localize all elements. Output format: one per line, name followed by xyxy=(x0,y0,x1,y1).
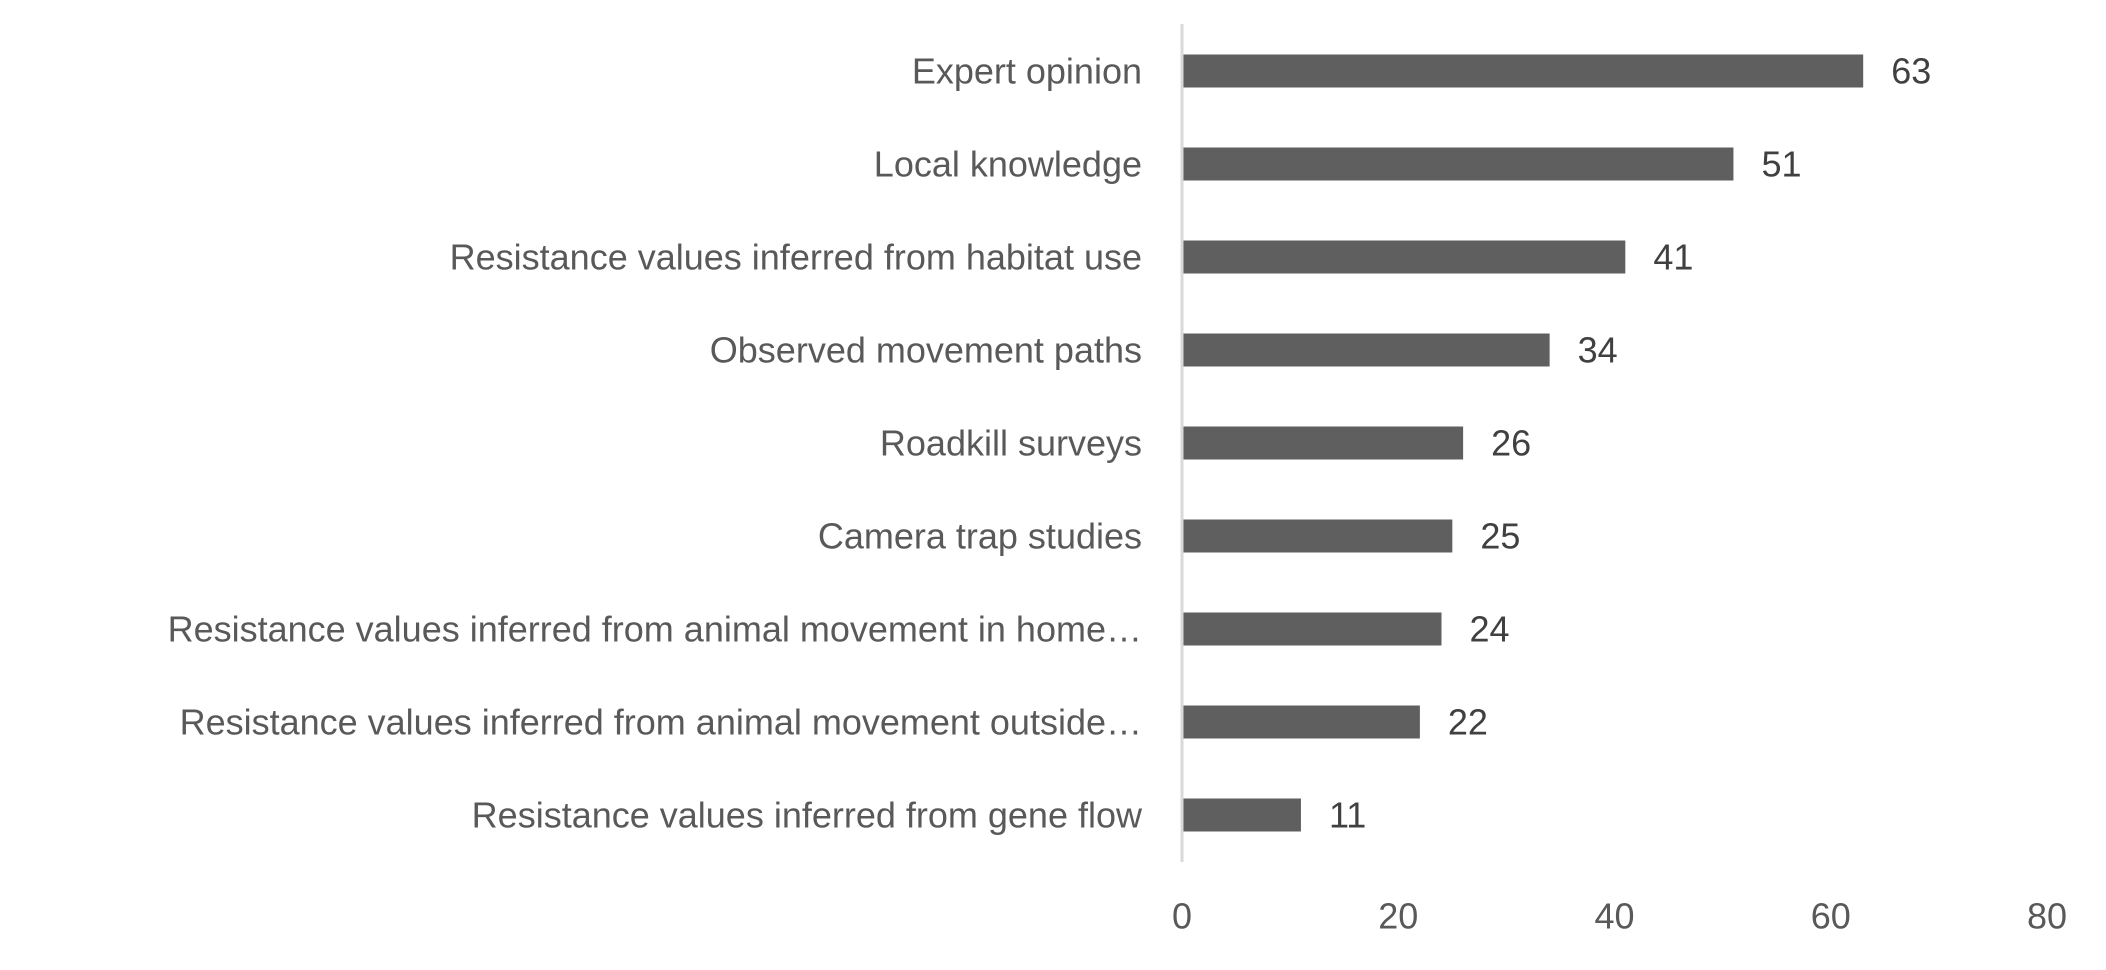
category-label-5: Camera trap studies xyxy=(818,516,1142,557)
x-tick-label-1: 20 xyxy=(1378,896,1418,937)
axis-layer: 0 20 40 60 80 xyxy=(1172,24,2067,937)
bar-5 xyxy=(1182,519,1453,553)
x-tick-label-4: 80 xyxy=(2027,896,2067,937)
bar-6 xyxy=(1182,612,1442,646)
data-label-0: 63 xyxy=(1891,51,1931,92)
category-label-0: Expert opinion xyxy=(912,51,1142,92)
bar-1 xyxy=(1182,147,1734,181)
category-label-3: Observed movement paths xyxy=(710,330,1142,371)
x-tick-label-2: 40 xyxy=(1594,896,1634,937)
category-label-2: Resistance values inferred from habitat … xyxy=(450,237,1142,278)
category-label-8: Resistance values inferred from gene flo… xyxy=(472,795,1143,836)
x-tick-label-3: 60 xyxy=(1811,896,1851,937)
data-label-6: 24 xyxy=(1470,609,1510,650)
bars-layer xyxy=(1182,54,1864,832)
bar-0 xyxy=(1182,54,1864,88)
data-label-8: 11 xyxy=(1329,795,1366,836)
bar-3 xyxy=(1182,333,1550,367)
bar-4 xyxy=(1182,426,1464,460)
data-label-4: 26 xyxy=(1491,423,1531,464)
labels-layer: Expert opinion 63 Local knowledge 51 Resista… xyxy=(168,51,1932,836)
category-label-4: Roadkill surveys xyxy=(880,423,1142,464)
data-label-3: 34 xyxy=(1578,330,1618,371)
category-label-7: Resistance values inferred from animal m… xyxy=(180,702,1142,743)
bar-2 xyxy=(1182,240,1626,274)
category-label-6: Resistance values inferred from animal m… xyxy=(168,609,1142,650)
data-label-1: 51 xyxy=(1761,144,1801,185)
x-tick-label-0: 0 xyxy=(1172,896,1192,937)
category-label-1: Local knowledge xyxy=(874,144,1142,185)
data-label-7: 22 xyxy=(1448,702,1488,743)
bar-8 xyxy=(1182,798,1301,832)
data-label-5: 25 xyxy=(1480,516,1520,557)
data-label-2: 41 xyxy=(1653,237,1693,278)
bar-7 xyxy=(1182,705,1420,739)
